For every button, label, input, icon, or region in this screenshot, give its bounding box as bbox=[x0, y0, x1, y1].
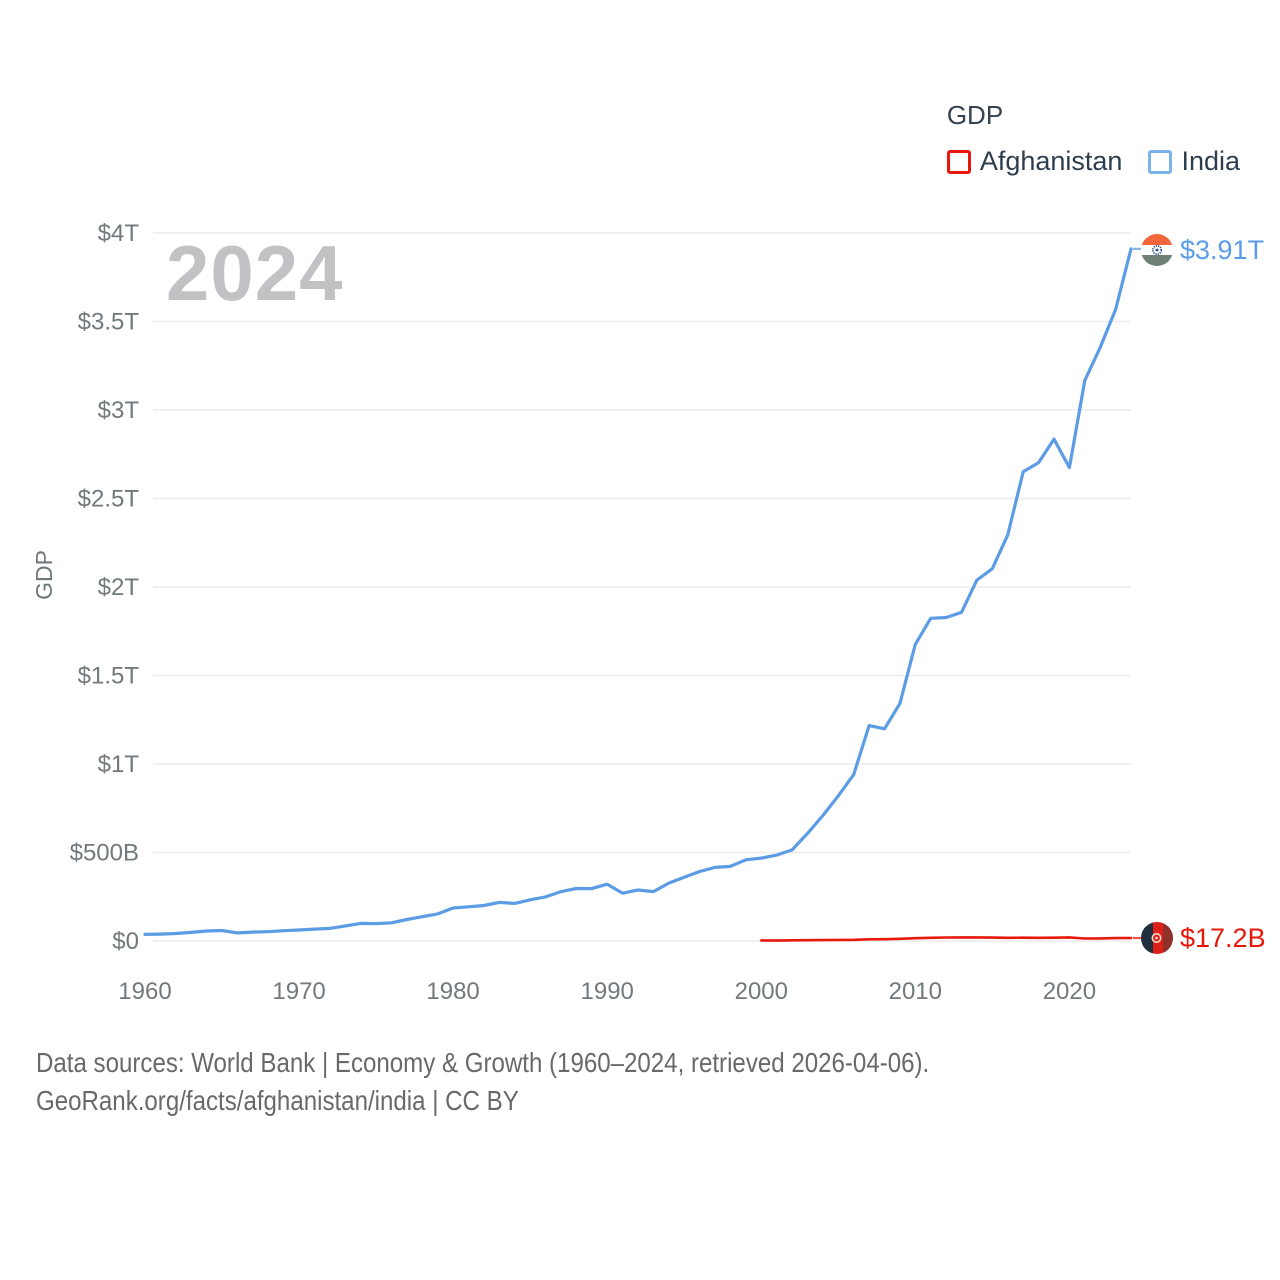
india-end-value: $3.91T bbox=[1180, 235, 1265, 265]
legend-swatch-afghanistan[interactable] bbox=[946, 149, 971, 174]
footer-attribution: Data sources: World Bank | Economy & Gro… bbox=[36, 1044, 929, 1120]
x-tick-label: 2020 bbox=[1043, 978, 1096, 1005]
legend-label-afghanistan: Afghanistan bbox=[979, 146, 1123, 176]
x-tick-label: 2000 bbox=[735, 978, 788, 1005]
india-flag-icon bbox=[1141, 234, 1173, 266]
legend-row: Afghanistan India bbox=[946, 146, 1240, 177]
year-watermark: 2024 bbox=[166, 229, 344, 317]
afghanistan-flag-icon bbox=[1141, 922, 1173, 954]
afghanistan-line[interactable] bbox=[759, 936, 1133, 942]
y-tick-label: $3T bbox=[98, 397, 140, 424]
legend-item-india[interactable]: India bbox=[1148, 146, 1240, 177]
x-tick-label: 1960 bbox=[118, 978, 171, 1005]
y-tick-label: $2.5T bbox=[78, 486, 140, 513]
x-tick-label: 1970 bbox=[272, 978, 325, 1005]
y-tick-label: $1T bbox=[98, 751, 140, 778]
y-tick-label: $4T bbox=[98, 220, 140, 247]
y-axis-title: GDP bbox=[31, 550, 57, 600]
y-tick-label: $500B bbox=[70, 840, 139, 867]
x-tick-label: 1980 bbox=[426, 978, 479, 1005]
y-tick-label: $3.5T bbox=[78, 309, 140, 336]
footer-sources-line: Data sources: World Bank | Economy & Gro… bbox=[36, 1047, 930, 1078]
y-tick-label: $1.5T bbox=[78, 663, 140, 690]
legend-swatch-india[interactable] bbox=[1148, 149, 1173, 174]
y-tick-label: $2T bbox=[98, 574, 140, 601]
legend: GDP Afghanistan India bbox=[946, 100, 1240, 177]
x-tick-label: 1990 bbox=[581, 978, 634, 1005]
legend-item-afghanistan[interactable]: Afghanistan bbox=[946, 146, 1123, 177]
india-end-label: $3.91T bbox=[1141, 234, 1264, 266]
india-line[interactable] bbox=[143, 247, 1133, 937]
footer-url-line: GeoRank.org/facts/afghanistan/india | CC… bbox=[36, 1085, 519, 1116]
afghanistan-end-value: $17.2B bbox=[1180, 923, 1266, 953]
legend-title: GDP bbox=[946, 100, 1004, 130]
y-tick-label: $0 bbox=[112, 928, 139, 955]
x-tick-label: 2010 bbox=[889, 978, 942, 1005]
afghanistan-end-label: $17.2B bbox=[1141, 922, 1266, 954]
legend-label-india: India bbox=[1181, 146, 1240, 176]
